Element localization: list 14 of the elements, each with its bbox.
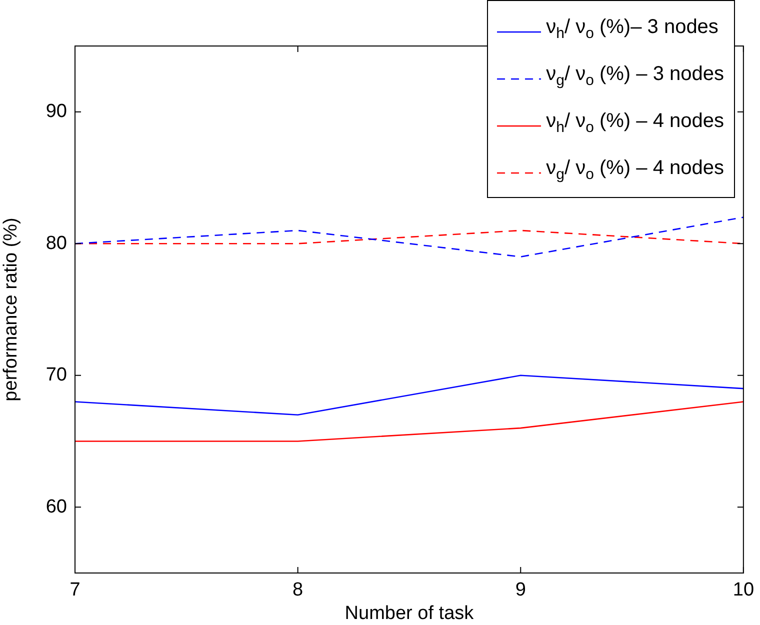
legend-label: ν$_{g}$/ ν$_{o}$ (%) – 3 nodes bbox=[546, 62, 724, 88]
legend-label: ν$_{g}$/ ν$_{o}$ (%) – 4 nodes bbox=[546, 156, 724, 182]
x-axis-title: Number of task bbox=[344, 602, 474, 624]
x-tick-label: 10 bbox=[732, 580, 754, 601]
legend-label: ν$_{h}$/ ν$_{o}$ (%)– 3 nodes bbox=[546, 16, 718, 42]
y-tick-label: 90 bbox=[46, 101, 67, 122]
x-tick-label: 7 bbox=[70, 580, 80, 601]
legend-label: ν$_{h}$/ ν$_{o}$ (%) – 4 nodes bbox=[546, 110, 724, 136]
y-tick-label: 70 bbox=[46, 364, 67, 386]
y-tick-label: 60 bbox=[46, 496, 67, 518]
y-axis-title: performance ratio (%) bbox=[0, 218, 22, 402]
x-tick-label: 8 bbox=[292, 580, 304, 601]
y-tick-label: 80 bbox=[46, 232, 67, 254]
x-tick-label: 9 bbox=[515, 580, 526, 601]
